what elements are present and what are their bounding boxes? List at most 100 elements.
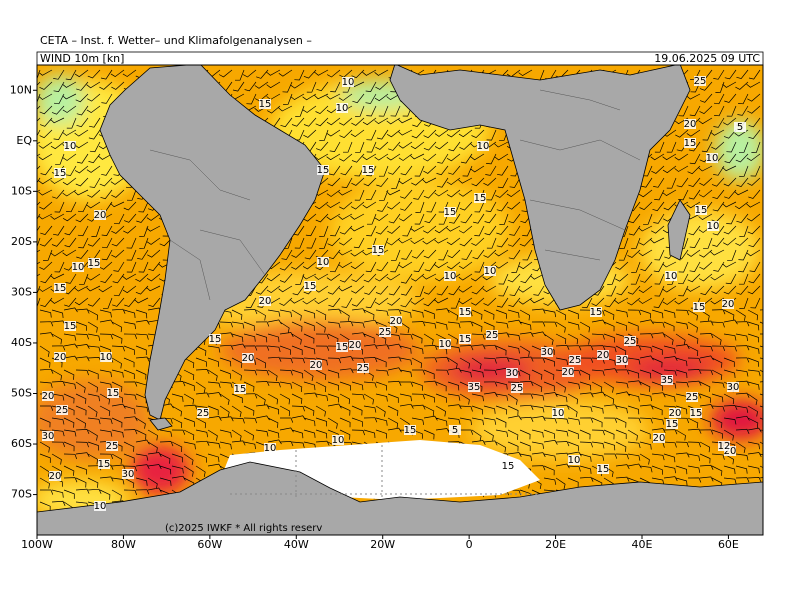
x-tick-label: 20W [370, 538, 395, 551]
contour-label-bg [54, 168, 66, 178]
contour-label-bg [439, 339, 451, 349]
contour-label-bg [665, 271, 677, 281]
contour-label-bg [590, 307, 602, 317]
contour-label-bg [722, 299, 734, 309]
contour-label-bg [259, 296, 271, 306]
frame [36, 64, 764, 536]
contour-label: 20 [597, 350, 610, 361]
contour-label-bg [197, 408, 209, 418]
contour-label: 15 [695, 205, 708, 216]
contour-label-bg [42, 431, 54, 441]
y-tick-label: 10S [11, 184, 32, 197]
contour-label-bg [706, 153, 718, 163]
contour-label: 15 [64, 321, 77, 332]
contour-label: 10 [665, 271, 678, 282]
contour-label-bg [468, 382, 480, 392]
contour-label-bg [597, 464, 609, 474]
contour-label-bg [349, 340, 361, 350]
contour-label: 10 [317, 257, 330, 268]
contour-label: 25 [197, 408, 210, 419]
contour-label-bg [336, 103, 348, 113]
contour-label-bg [64, 321, 76, 331]
contour-label: 25 [106, 441, 119, 452]
contour-label-bg [362, 165, 374, 175]
contour-label: 25 [686, 392, 699, 403]
contour-label: 20 [94, 210, 107, 221]
x-tick-label: 0 [466, 538, 473, 551]
antarctica [37, 461, 763, 535]
borders [149, 89, 641, 301]
contour-label: 15 [459, 307, 472, 318]
header-title: CETA – Inst. f. Wetter– und Klimafolgena… [40, 34, 312, 47]
x-tick-label: 20E [545, 538, 566, 551]
contour-label: 10 [332, 435, 345, 446]
contour-label: 15 [259, 99, 272, 110]
africa [389, 65, 691, 311]
contour-label-bg [486, 330, 498, 340]
contour-label-bg [690, 408, 702, 418]
contour-label-bg [569, 355, 581, 365]
contour-label-bg [653, 433, 665, 443]
contour-label: 15 [502, 461, 515, 472]
x-tick-label: 40E [632, 538, 653, 551]
contour-label-bg [390, 316, 402, 326]
contour-label: 12 [718, 441, 731, 452]
x-tick-label: 60E [718, 538, 739, 551]
graticule [230, 445, 540, 500]
contour-label: 30 [506, 368, 519, 379]
contour-label-bg [42, 391, 54, 401]
contour-label-bg [264, 443, 276, 453]
contour-label: 15 [88, 258, 101, 269]
contour-label: 25 [624, 336, 637, 347]
contour-label: 20 [349, 340, 362, 351]
contour-label: 10 [552, 408, 565, 419]
contour-label: 10 [94, 501, 107, 512]
contour-label-bg [552, 408, 564, 418]
contour-label-bg [106, 441, 118, 451]
contour-label: 20 [562, 367, 575, 378]
contour-label: 25 [357, 363, 370, 374]
contour-label: 15 [209, 334, 222, 345]
contour-label-bg [506, 368, 518, 378]
contour-label-bg [94, 501, 106, 511]
contour-label-bg [694, 76, 706, 86]
contour-label-bg [209, 334, 221, 344]
contour-label-bg [459, 307, 471, 317]
contour-label-bg [597, 350, 609, 360]
contour-label-bg [693, 302, 705, 312]
y-tick-label: EQ [16, 134, 32, 147]
contour-label-bg [695, 205, 707, 215]
contour-label: 15 [693, 302, 706, 313]
contour-label-bg [54, 352, 66, 362]
y-tick-label: 60S [11, 437, 32, 450]
contour-label-bg [568, 455, 580, 465]
contour-label-bg [332, 435, 344, 445]
contour-label-bg [107, 388, 119, 398]
contour-label-bg [734, 122, 746, 132]
contour-label: 15 [690, 408, 703, 419]
contour-label-bg [616, 355, 628, 365]
contour-label-bg [49, 471, 61, 481]
contour-label-bg [317, 257, 329, 267]
contour-label-bg [98, 459, 110, 469]
contour-label-bg [684, 119, 696, 129]
contour-label-bg [94, 210, 106, 220]
contour-label: 15 [666, 419, 679, 430]
contour-label-bg [541, 347, 553, 357]
field-label: WIND 10m [kn] [40, 52, 124, 65]
contour-label: 15 [54, 283, 67, 294]
contour-label: 20 [49, 471, 62, 482]
contour-label: 10 [72, 262, 85, 273]
contour-label: 10 [706, 153, 719, 164]
contour-label: 15 [98, 459, 111, 470]
contour-label: 10 [64, 141, 77, 152]
copyright: (c)2025 IWKF * All rights reserv [165, 523, 322, 534]
valid-time: 19.06.2025 09 UTC [654, 52, 760, 65]
contour-label: 15 [317, 165, 330, 176]
y-tick-label: 50S [11, 386, 32, 399]
contour-label-bg [357, 363, 369, 373]
contour-label-bg [661, 375, 673, 385]
contour-label: 20 [684, 119, 697, 130]
contour-label-bg [404, 425, 416, 435]
